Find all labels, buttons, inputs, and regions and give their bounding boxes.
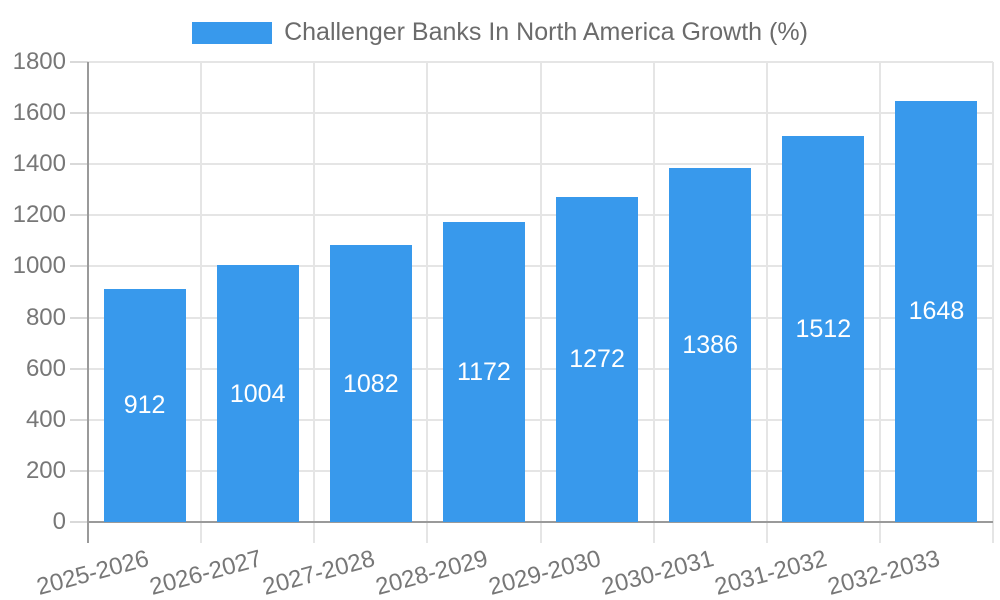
y-tick-label: 1000 bbox=[12, 252, 66, 280]
y-tick-mark bbox=[70, 316, 88, 319]
x-gridline bbox=[992, 62, 994, 543]
y-axis-line bbox=[87, 62, 89, 543]
y-tick-mark bbox=[70, 265, 88, 268]
y-tick-mark bbox=[70, 469, 88, 472]
x-gridline bbox=[765, 62, 768, 543]
bar bbox=[895, 100, 978, 522]
y-tick-label: 200 bbox=[25, 456, 66, 484]
bar-value-label: 1004 bbox=[229, 379, 286, 408]
bar-value-label: 1386 bbox=[682, 330, 738, 359]
bar bbox=[216, 265, 299, 522]
y-tick-mark bbox=[70, 418, 88, 421]
y-tick-label: 1800 bbox=[12, 48, 66, 75]
y-tick-label: 600 bbox=[25, 354, 66, 382]
bar-value-label: 1272 bbox=[569, 345, 625, 374]
x-gridline bbox=[652, 62, 655, 543]
legend-color-swatch bbox=[192, 21, 273, 44]
y-tick-mark bbox=[70, 112, 88, 115]
x-gridline bbox=[426, 62, 429, 543]
bar-value-label: 1172 bbox=[457, 358, 511, 387]
y-tick-mark bbox=[70, 61, 88, 63]
bar-value-label: 912 bbox=[123, 391, 166, 420]
bar bbox=[669, 167, 752, 522]
x-gridline bbox=[878, 62, 881, 543]
y-tick-label: 400 bbox=[25, 405, 66, 433]
y-tick-label: 0 bbox=[52, 508, 66, 535]
bar-value-label: 1082 bbox=[343, 369, 399, 398]
x-axis-line bbox=[88, 521, 993, 523]
bar-value-label: 1648 bbox=[908, 297, 965, 326]
bar bbox=[442, 222, 525, 522]
y-tick-label: 1600 bbox=[12, 99, 66, 127]
y-tick-mark bbox=[70, 521, 88, 523]
bar bbox=[556, 196, 639, 522]
chart-legend-item[interactable]: Challenger Banks In North America Growth… bbox=[0, 18, 1000, 47]
y-tick-mark bbox=[70, 163, 88, 166]
y-tick-label: 800 bbox=[25, 303, 66, 331]
y-tick-mark bbox=[70, 214, 88, 217]
bar bbox=[782, 135, 865, 522]
legend-series-label: Challenger Banks In North America Growth… bbox=[284, 18, 808, 46]
y-tick-mark bbox=[70, 367, 88, 370]
x-gridline bbox=[539, 62, 542, 543]
bar bbox=[329, 245, 412, 522]
x-gridline bbox=[313, 62, 316, 543]
bar-value-label: 1512 bbox=[795, 314, 852, 343]
x-gridline bbox=[200, 62, 203, 543]
y-tick-label: 1400 bbox=[12, 150, 66, 178]
y-tick-label: 1200 bbox=[12, 201, 66, 229]
bar bbox=[103, 288, 186, 522]
